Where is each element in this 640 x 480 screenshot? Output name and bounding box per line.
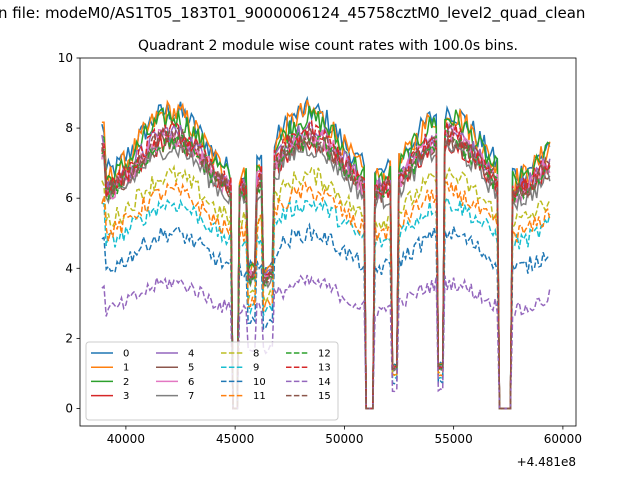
y-tick-label: 0 [65, 401, 73, 415]
legend-label-13: 13 [318, 363, 331, 374]
legend-label-3: 3 [123, 391, 129, 402]
legend-label-14: 14 [318, 377, 331, 388]
legend-label-1: 1 [123, 363, 129, 374]
legend-label-9: 9 [253, 363, 259, 374]
series-line-7 [101, 136, 551, 410]
series-line-12 [101, 128, 551, 410]
x-tick-label: 60000 [544, 432, 582, 446]
axes-frame [79, 57, 577, 427]
x-tick-label: 50000 [325, 432, 363, 446]
legend-label-12: 12 [318, 349, 331, 360]
series-line-8 [101, 164, 551, 410]
legend-label-0: 0 [123, 349, 129, 360]
x-tick-label: 45000 [216, 432, 254, 446]
legend-label-15: 15 [318, 391, 331, 402]
legend-label-11: 11 [253, 391, 266, 402]
series-line-11 [101, 181, 551, 410]
series-line-14 [101, 274, 551, 410]
chart-title: Quadrant 2 module wise count rates with … [138, 38, 518, 54]
x-tick-label: 55000 [435, 432, 473, 446]
series-line-10 [101, 222, 551, 410]
figure-suptitle: n file: modeM0/AS1T05_183T01_9000006124_… [0, 4, 585, 23]
x-tick-label: 40000 [107, 432, 145, 446]
y-tick-label: 4 [65, 261, 73, 275]
series-line-9 [101, 195, 551, 410]
series-line-13 [101, 119, 551, 410]
y-tick-label: 10 [58, 51, 73, 65]
legend-label-5: 5 [188, 363, 194, 374]
x-offset-label: +4.481e8 [517, 455, 576, 469]
y-tick-label: 2 [65, 331, 73, 345]
legend-label-7: 7 [188, 391, 194, 402]
series-line-15 [101, 123, 551, 410]
y-tick-label: 6 [65, 191, 73, 205]
legend-label-10: 10 [253, 377, 266, 388]
legend-label-2: 2 [123, 377, 129, 388]
y-tick-label: 8 [65, 121, 73, 135]
legend-label-6: 6 [188, 377, 194, 388]
plot-area [101, 95, 551, 410]
legend-label-8: 8 [253, 349, 259, 360]
legend-box [85, 341, 339, 421]
legend-label-4: 4 [188, 349, 194, 360]
